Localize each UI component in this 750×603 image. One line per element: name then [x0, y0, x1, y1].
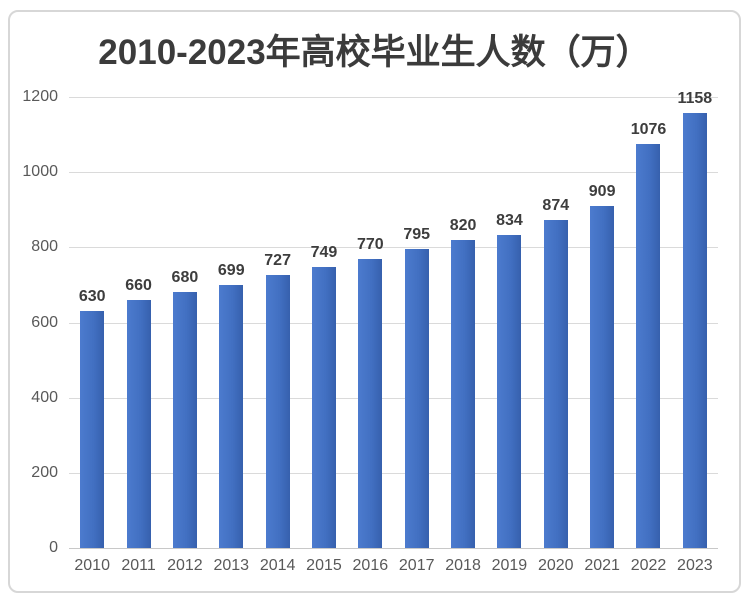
x-tick-label: 2016 [352, 557, 389, 574]
y-tick-label: 1200 [22, 88, 58, 105]
bar [311, 266, 336, 548]
bar-value-label: 795 [403, 226, 431, 244]
bar-slot-2011: 660 [115, 276, 161, 548]
bar-slot-2017: 795 [394, 225, 440, 548]
x-tick-label: 2011 [121, 557, 156, 574]
bar [543, 219, 568, 548]
bar-slot-2012: 680 [162, 268, 208, 548]
x-tick-label: 2017 [398, 557, 435, 574]
x-tick-label: 2023 [677, 557, 713, 574]
bar-value-label: 834 [496, 211, 523, 229]
bar-slot-2023: 1158 [672, 89, 718, 548]
bar [219, 285, 244, 548]
bar-value-label: 699 [217, 262, 245, 280]
bar [172, 292, 197, 548]
y-tick-label: 600 [31, 313, 58, 331]
x-tick-label: 2021 [584, 557, 620, 574]
y-tick-label: 800 [31, 238, 58, 256]
gridline [69, 322, 718, 324]
bar-value-label: 680 [171, 269, 199, 287]
bar-slot-2018: 820 [440, 216, 486, 548]
x-tick-label: 2020 [537, 557, 574, 574]
gridline [69, 97, 718, 98]
bar-value-label: 1158 [677, 89, 713, 107]
bars-row: 630 660 680 699 727 749 770 795 820 834 874 909 1076… [69, 90, 718, 548]
y-tick-label: 400 [31, 388, 58, 406]
x-tick-label: 2022 [630, 557, 667, 574]
bar-value-label: 820 [449, 216, 477, 234]
bar-value-label: 1076 [630, 120, 667, 138]
x-axis-labels: 2010 2011 2012 2013 2014 2015 2016 2017 2018 2019… [69, 556, 718, 576]
x-tick-label: 2012 [167, 557, 203, 574]
chart-title: 2010-2023年高校毕业生人数（万） [98, 33, 651, 72]
bar [80, 311, 105, 548]
bar-value-label: 727 [264, 251, 291, 269]
bar [590, 206, 615, 548]
bar [358, 258, 383, 548]
bar [126, 299, 151, 548]
bar [265, 274, 290, 548]
x-axis-line [69, 548, 718, 549]
bar-value-label: 770 [356, 235, 384, 253]
bar [497, 234, 522, 548]
x-tick-label: 2019 [491, 557, 528, 574]
bar-value-label: 660 [125, 276, 152, 294]
x-tick-label: 2018 [445, 557, 481, 574]
bar-slot-2014: 727 [254, 251, 300, 548]
x-tick-label: 2013 [213, 557, 250, 574]
gridline [69, 397, 718, 399]
bar [636, 143, 661, 548]
bar [682, 112, 707, 548]
bar-value-label: 909 [588, 183, 616, 201]
bar-slot-2016: 770 [347, 235, 393, 548]
bar-value-label: 874 [542, 196, 570, 214]
gridline [69, 172, 718, 174]
y-tick-label: 1000 [22, 163, 58, 181]
bar-slot-2021: 909 [579, 182, 625, 548]
x-tick-label: 2010 [74, 557, 110, 574]
bar-slot-2019: 834 [486, 211, 532, 548]
bar-slot-2013: 699 [208, 261, 254, 548]
x-tick-label: 2014 [259, 557, 296, 574]
bar-value-label: 630 [78, 288, 106, 306]
bar-slot-2020: 874 [533, 196, 579, 548]
bar-slot-2015: 749 [301, 243, 347, 548]
y-tick-label: 200 [31, 463, 58, 481]
y-axis-labels: 0 200 400 600 800 1000 1200 [10, 88, 58, 556]
gridline [69, 247, 718, 249]
bar-slot-2022: 1076 [625, 120, 671, 548]
chart-frame: 2010-2023年高校毕业生人数（万） 0 200 400 600 800 1000 12… [8, 10, 741, 593]
bar [404, 249, 429, 548]
bar-value-label: 749 [310, 243, 338, 261]
gridline [69, 472, 718, 474]
bar-slot-2010: 630 [69, 287, 115, 548]
y-tick-label: 0 [49, 539, 58, 556]
plot-area [69, 97, 718, 549]
x-tick-label: 2015 [306, 557, 342, 574]
bar [451, 239, 476, 548]
